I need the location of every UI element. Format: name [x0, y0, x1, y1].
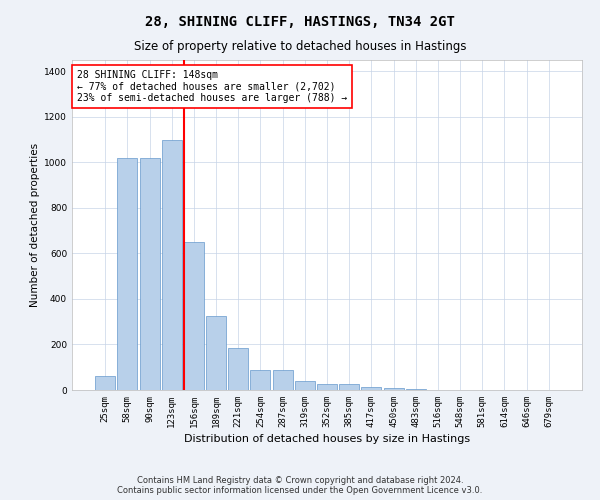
Bar [383, 388, 404, 390]
Bar [184, 242, 204, 390]
Text: Contains HM Land Registry data © Crown copyright and database right 2024.
Contai: Contains HM Land Registry data © Crown c… [118, 476, 482, 495]
Bar [118, 158, 137, 390]
Bar [406, 389, 426, 390]
Bar [228, 348, 248, 390]
X-axis label: Distribution of detached houses by size in Hastings: Distribution of detached houses by size … [184, 434, 470, 444]
Text: 28 SHINING CLIFF: 148sqm
← 77% of detached houses are smaller (2,702)
23% of sem: 28 SHINING CLIFF: 148sqm ← 77% of detach… [77, 70, 347, 103]
Text: Size of property relative to detached houses in Hastings: Size of property relative to detached ho… [134, 40, 466, 53]
Bar [140, 158, 160, 390]
Bar [95, 376, 115, 390]
Bar [162, 140, 182, 390]
Bar [317, 384, 337, 390]
Bar [206, 316, 226, 390]
Text: 28, SHINING CLIFF, HASTINGS, TN34 2GT: 28, SHINING CLIFF, HASTINGS, TN34 2GT [145, 15, 455, 29]
Bar [295, 381, 315, 390]
Bar [250, 370, 271, 390]
Bar [339, 384, 359, 390]
Bar [272, 370, 293, 390]
Bar [361, 386, 382, 390]
Y-axis label: Number of detached properties: Number of detached properties [30, 143, 40, 307]
